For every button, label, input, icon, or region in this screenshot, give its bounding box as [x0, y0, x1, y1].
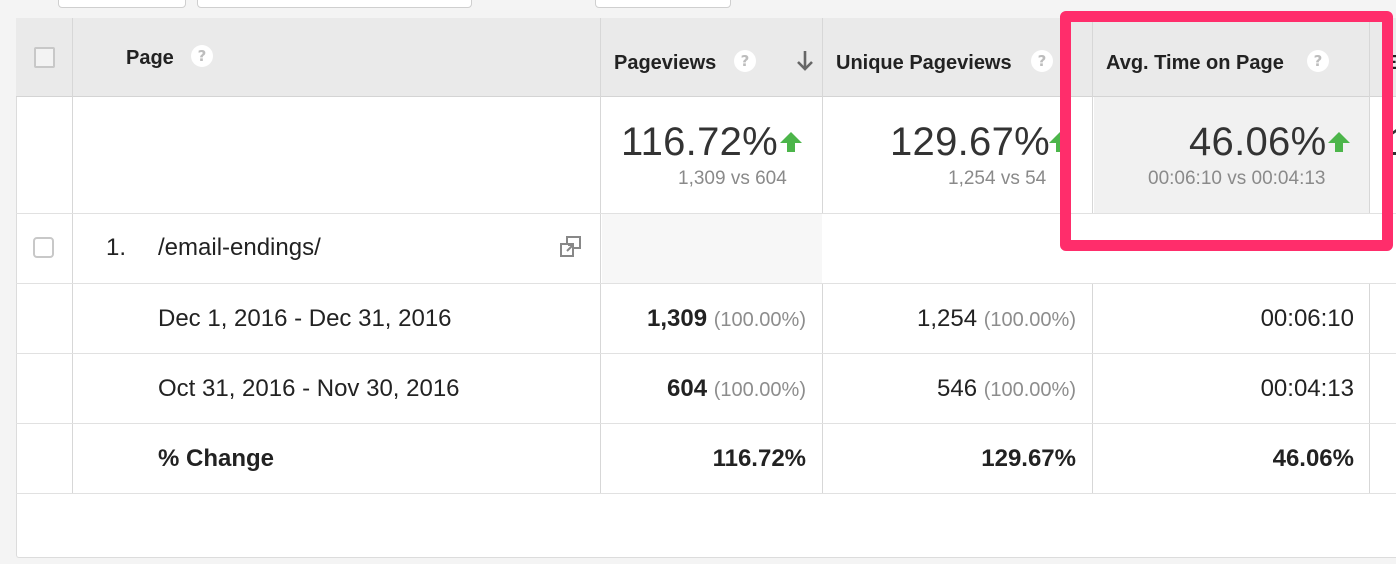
- avg-time-change: 46.06%: [1272, 445, 1354, 472]
- help-icon[interactable]: ?: [734, 50, 756, 72]
- trend-up-icon: [780, 132, 802, 152]
- summary-avg-time-detail: 00:06:10 vs 00:04:13: [1148, 168, 1326, 189]
- pageviews-change: 116.72%: [712, 445, 806, 472]
- sort-descending-icon[interactable]: [795, 49, 815, 73]
- pageviews-share: (100.00%): [713, 379, 806, 401]
- summary-unique-change: 129.67%: [890, 120, 1051, 164]
- date-range-current: Dec 1, 2016 - Dec 31, 2016: [158, 305, 452, 332]
- percent-change-label: % Change: [158, 445, 275, 472]
- unique-change: 129.67%: [981, 445, 1076, 472]
- summary-highlight-cell: [1094, 97, 1370, 213]
- header-avg-time-on-page[interactable]: Avg. Time on Page: [1106, 52, 1284, 74]
- table-header: [16, 18, 1396, 97]
- pageviews-current: 1,309 (100.00%): [647, 305, 806, 333]
- page-path-link[interactable]: /email-endings/: [158, 234, 321, 261]
- highlight-annotation-box: [1060, 11, 1393, 251]
- unique-previous: 546 (100.00%): [937, 375, 1076, 403]
- avg-time-current: 00:06:10: [1260, 305, 1354, 332]
- date-range-previous: Oct 31, 2016 - Nov 30, 2016: [158, 375, 460, 402]
- unique-current: 1,254 (100.00%): [917, 305, 1076, 333]
- toolbar-dropdown[interactable]: [197, 0, 472, 8]
- avg-time-previous: 00:04:13: [1260, 375, 1354, 402]
- unique-value: 1,254: [916, 305, 978, 332]
- row-index: 1.: [106, 234, 127, 261]
- summary-avg-time-change: 46.06%: [1189, 120, 1327, 164]
- toolbar-button-2[interactable]: [595, 0, 731, 8]
- pageviews-value: 604: [667, 375, 708, 402]
- toolbar-button-1[interactable]: [58, 0, 186, 8]
- summary-unique-detail: 1,254 vs 54: [948, 168, 1047, 189]
- help-icon[interactable]: ?: [1031, 50, 1053, 72]
- unique-share: (100.00%): [983, 379, 1076, 401]
- row-checkbox[interactable]: [33, 237, 54, 258]
- header-unique-pageviews[interactable]: Unique Pageviews: [836, 52, 1012, 74]
- header-pageviews[interactable]: Pageviews: [614, 52, 717, 74]
- page-row-metric-cell: [602, 214, 822, 283]
- unique-share: (100.00%): [983, 309, 1076, 331]
- pageviews-previous: 604 (100.00%): [667, 375, 806, 403]
- open-in-new-window-icon[interactable]: [559, 235, 583, 259]
- pageviews-value: 1,309: [646, 305, 708, 332]
- summary-pageviews-change: 116.72%: [621, 120, 779, 164]
- header-page[interactable]: Page: [126, 47, 174, 69]
- pageviews-share: (100.00%): [713, 309, 806, 331]
- help-icon[interactable]: ?: [191, 45, 213, 67]
- select-all-checkbox[interactable]: [34, 47, 55, 68]
- summary-pageviews-detail: 1,309 vs 604: [678, 168, 787, 189]
- help-icon[interactable]: ?: [1307, 50, 1329, 72]
- trend-up-icon: [1328, 132, 1350, 152]
- unique-value: 546: [937, 375, 978, 402]
